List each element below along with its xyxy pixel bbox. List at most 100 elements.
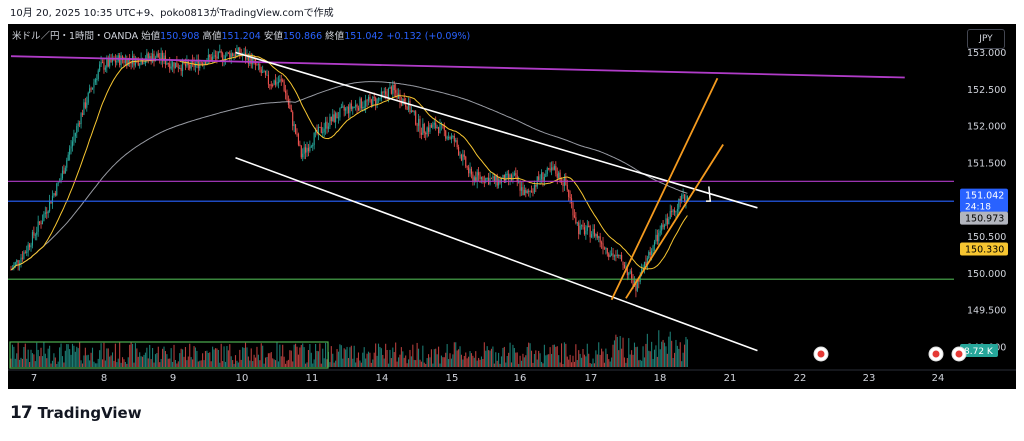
volume-bar (415, 360, 417, 367)
volume-bar (313, 359, 315, 367)
volume-bar (377, 343, 380, 367)
candle-body (120, 56, 122, 66)
candle-body (34, 234, 36, 236)
volume-bar (243, 347, 245, 367)
candle-body (626, 267, 628, 276)
volume-bar (375, 343, 377, 367)
volume-bar (586, 343, 588, 367)
volume-bar (280, 356, 282, 367)
candle-body (257, 64, 259, 66)
candle-body (315, 130, 317, 133)
candle-body (104, 67, 106, 70)
trend-line (235, 51, 758, 209)
volume-bar (486, 346, 488, 367)
candle-body (579, 225, 581, 235)
volume-bar (14, 358, 16, 367)
candle-body (269, 84, 271, 86)
volume-bar (359, 360, 361, 367)
volume-bar (542, 363, 544, 367)
volume-bar (448, 359, 450, 367)
volume-bar (152, 347, 154, 367)
volume-bar (396, 361, 398, 367)
candle-body (63, 170, 65, 174)
candle-body (675, 211, 677, 213)
volume-bar (283, 356, 285, 367)
volume-bar (116, 362, 118, 367)
volume-bar (473, 357, 475, 367)
volume-bar (478, 357, 480, 367)
volume-bar (549, 347, 551, 367)
currency-button[interactable]: JPY (967, 29, 1005, 49)
candle-body (80, 113, 82, 125)
volume-bar (626, 358, 628, 367)
candle-body (530, 190, 533, 192)
volume-bar (110, 355, 112, 367)
volume-bar (219, 362, 221, 367)
volume-bar (76, 346, 78, 367)
candle-body (676, 209, 678, 212)
volume-bar (472, 355, 474, 367)
volume-bar (89, 360, 91, 367)
volume-bar (323, 358, 325, 367)
candle-body (264, 70, 267, 75)
volume-bar (672, 358, 674, 367)
candle-body (246, 55, 248, 60)
candle-body (210, 57, 212, 62)
candle-body (430, 125, 432, 128)
ma-fast-price-label: 150.330 (965, 245, 1004, 256)
candle-body (180, 68, 182, 72)
candle-body (608, 253, 610, 257)
volume-bar (123, 359, 125, 367)
candle-body (609, 255, 611, 257)
volume-range-box (9, 341, 329, 369)
volume-bar (601, 348, 603, 367)
volume-bar (140, 356, 142, 367)
candle-body (686, 196, 688, 200)
volume-bar (74, 351, 76, 367)
candle-body (446, 137, 448, 139)
volume-bar (611, 357, 613, 367)
candle-body (53, 193, 55, 196)
candle-body (613, 255, 616, 257)
candle-body (103, 62, 105, 70)
volume-bar (150, 359, 152, 367)
candle-body (548, 168, 550, 170)
volume-bar (190, 357, 192, 367)
volume-bar (476, 360, 478, 367)
candle-body (619, 255, 621, 257)
candle-body (420, 132, 422, 135)
volume-bar (502, 347, 504, 367)
trend-line (10, 55, 905, 79)
volume-bar (349, 347, 351, 367)
chart-panel[interactable]: 149.000149.500150.000150.500151.000151.5… (8, 24, 1016, 389)
volume-bar (229, 344, 231, 367)
volume-bar (382, 354, 384, 367)
trend-line (610, 77, 719, 301)
candle-body (67, 154, 69, 161)
volume-bar (250, 348, 252, 367)
volume-bar (422, 345, 424, 367)
candle-body (666, 218, 668, 225)
candle-body (443, 125, 445, 131)
candle-body (184, 63, 187, 67)
volume-bar (350, 345, 352, 367)
volume-bar (237, 362, 239, 367)
candle-body (179, 68, 181, 70)
candle-body (373, 96, 375, 98)
volume-bar (556, 346, 558, 367)
volume-bar (635, 347, 637, 367)
volume-bar (59, 347, 61, 367)
volume-bar (493, 363, 495, 367)
price-tick-label: 150.500 (967, 232, 1006, 243)
candle-body (573, 215, 575, 218)
candle-body (355, 104, 357, 107)
candle-body (159, 57, 161, 59)
volume-bar (153, 362, 155, 367)
time-tick-label: 23 (863, 373, 876, 384)
candle-body (496, 175, 498, 186)
volume-bar (279, 344, 281, 367)
candle-body (285, 90, 287, 94)
candle-body (36, 231, 38, 235)
price-chart[interactable]: 149.000149.500150.000150.500151.000151.5… (8, 24, 1016, 389)
volume-bar (558, 355, 560, 367)
